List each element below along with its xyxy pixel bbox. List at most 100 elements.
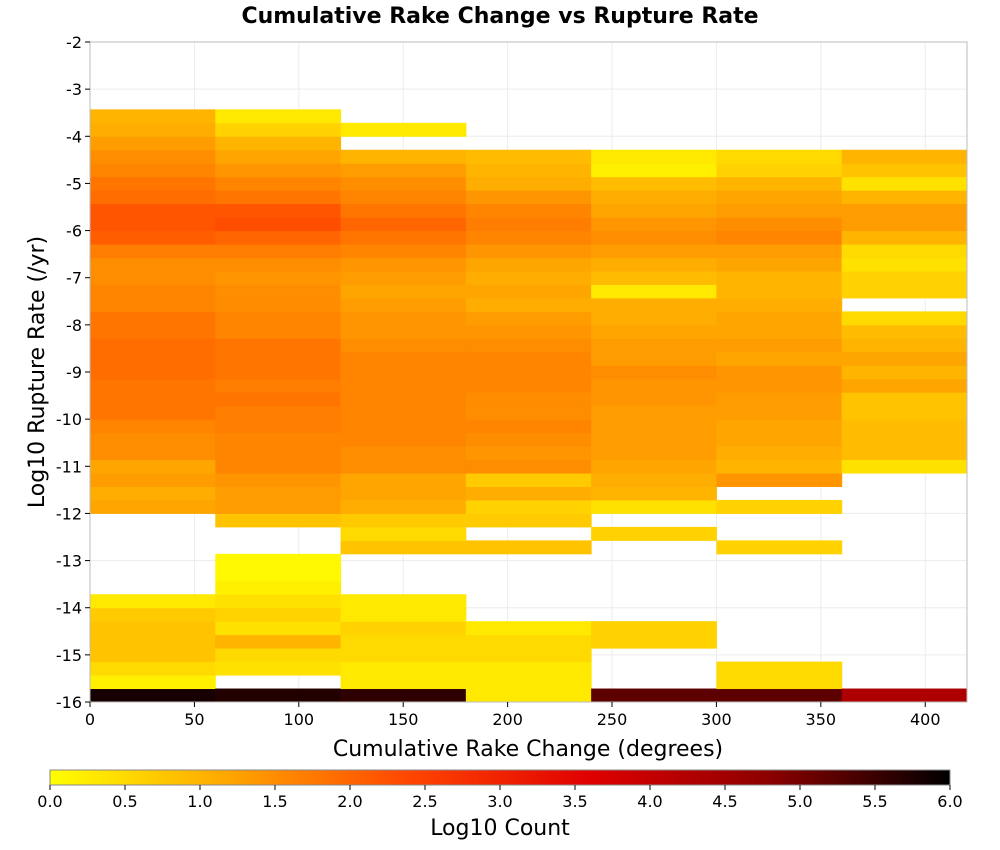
heatmap-cell	[340, 324, 467, 339]
heatmap-cell	[465, 378, 592, 393]
heatmap-cell	[90, 621, 216, 636]
heatmap-cell	[90, 230, 216, 245]
heatmap-cell	[90, 459, 216, 474]
heatmap-cell	[340, 311, 467, 326]
heatmap-cell	[340, 459, 467, 474]
colorbar-tick-label: 6.0	[937, 792, 962, 811]
heatmap-cell	[340, 378, 467, 393]
heatmap-cell	[215, 176, 342, 191]
colorbar-tick-label: 0.5	[112, 792, 137, 811]
heatmap-cell	[591, 176, 717, 191]
heatmap-cell	[215, 459, 342, 474]
heatmap-cell	[215, 378, 342, 393]
heatmap-cell	[716, 675, 843, 690]
heatmap-cell	[90, 607, 216, 622]
heatmap-cell	[841, 365, 968, 380]
y-tick-label: -8	[66, 316, 82, 335]
heatmap-cell	[465, 351, 592, 366]
heatmap-cell	[215, 270, 342, 285]
heatmap-cell	[90, 486, 216, 501]
heatmap-cell	[591, 230, 717, 245]
heatmap-cell	[716, 459, 843, 474]
y-tick-label: -15	[56, 646, 82, 665]
heatmap-cell	[215, 621, 342, 636]
heatmap-cell	[90, 122, 216, 137]
heatmap-cell	[90, 688, 216, 703]
heatmap-cell	[716, 499, 843, 514]
heatmap-cell	[841, 419, 968, 434]
heatmap-cell	[340, 297, 467, 312]
heatmap-cell	[841, 270, 968, 285]
colorbar-tick-label: 4.5	[712, 792, 737, 811]
heatmap-cell	[90, 176, 216, 191]
heatmap-cell	[465, 244, 592, 259]
colorbar-tick-label: 2.0	[337, 792, 362, 811]
heatmap-cell	[340, 419, 467, 434]
colorbar-tick-label: 4.0	[637, 792, 662, 811]
heatmap-cell	[215, 634, 342, 649]
heatmap-cell	[215, 513, 342, 528]
heatmap-cell	[716, 297, 843, 312]
heatmap-cell	[591, 688, 717, 703]
heatmap-cell	[841, 284, 968, 299]
heatmap-cell	[465, 405, 592, 420]
heatmap-cell	[215, 311, 342, 326]
x-tick-label: 200	[492, 710, 523, 729]
heatmap-cell	[841, 688, 968, 703]
heatmap-cell	[90, 473, 216, 487]
heatmap-cell	[591, 392, 717, 407]
heatmap-cell	[215, 392, 342, 407]
heatmap-cell	[340, 675, 467, 690]
heatmap-cell	[841, 217, 968, 232]
heatmap-cell	[716, 446, 843, 461]
heatmap-cell	[90, 244, 216, 259]
colorbar-ticks: 0.0 0.5 1.0 1.5 2.0 2.5 3.0 3.5 4.0 4.5 5.0 5.5 6.0	[37, 785, 963, 811]
heatmap-cell	[716, 203, 843, 218]
heatmap-cell	[465, 513, 592, 528]
heatmap-cell	[465, 284, 592, 299]
colorbar	[49, 769, 951, 786]
heatmap-cell	[591, 634, 717, 649]
heatmap-cell	[340, 446, 467, 461]
heatmap-cell	[340, 217, 467, 232]
heatmap-cell	[215, 122, 342, 137]
heatmap-cell	[716, 392, 843, 407]
heatmap-cell	[90, 594, 216, 609]
heatmap-cell	[215, 419, 342, 434]
heatmap-cell	[90, 405, 216, 420]
heatmap-cell	[340, 607, 467, 622]
heatmap-cell	[340, 230, 467, 245]
heatmap-cell	[465, 190, 592, 205]
y-axis-label: Log10 Rupture Rate (/yr)	[25, 236, 50, 508]
heatmap-cell	[465, 270, 592, 285]
heatmap-cell	[90, 648, 216, 663]
heatmap-cell	[215, 432, 342, 447]
heatmap-cell	[591, 419, 717, 434]
heatmap-cell	[716, 419, 843, 434]
heatmap-cell	[716, 244, 843, 259]
heatmap-cell	[841, 351, 968, 366]
y-tick-label: -7	[66, 269, 82, 288]
heatmap-cell	[465, 419, 592, 434]
heatmap-cell	[215, 661, 342, 676]
y-tick-label: -12	[56, 504, 82, 523]
heatmap-cell	[465, 621, 592, 636]
heatmap-cell	[215, 580, 342, 595]
heatmap-cells	[90, 109, 968, 703]
heatmap-cell	[90, 311, 216, 326]
x-axis-label: Cumulative Rake Change (degrees)	[333, 737, 723, 762]
heatmap-cell	[591, 270, 717, 285]
heatmap-cell	[215, 486, 342, 501]
heatmap-cell	[465, 257, 592, 272]
colorbar-tick-label: 2.5	[412, 792, 437, 811]
heatmap-cell	[591, 526, 717, 541]
x-tick-label: 300	[701, 710, 732, 729]
heatmap-cell	[716, 473, 843, 487]
x-tick-label: 400	[910, 710, 941, 729]
heatmap-cell	[340, 499, 467, 514]
heatmap-cell	[465, 675, 592, 690]
heatmap-cell	[340, 432, 467, 447]
heatmap-cell	[591, 257, 717, 272]
heatmap-cell	[591, 203, 717, 218]
heatmap-cell	[465, 176, 592, 191]
